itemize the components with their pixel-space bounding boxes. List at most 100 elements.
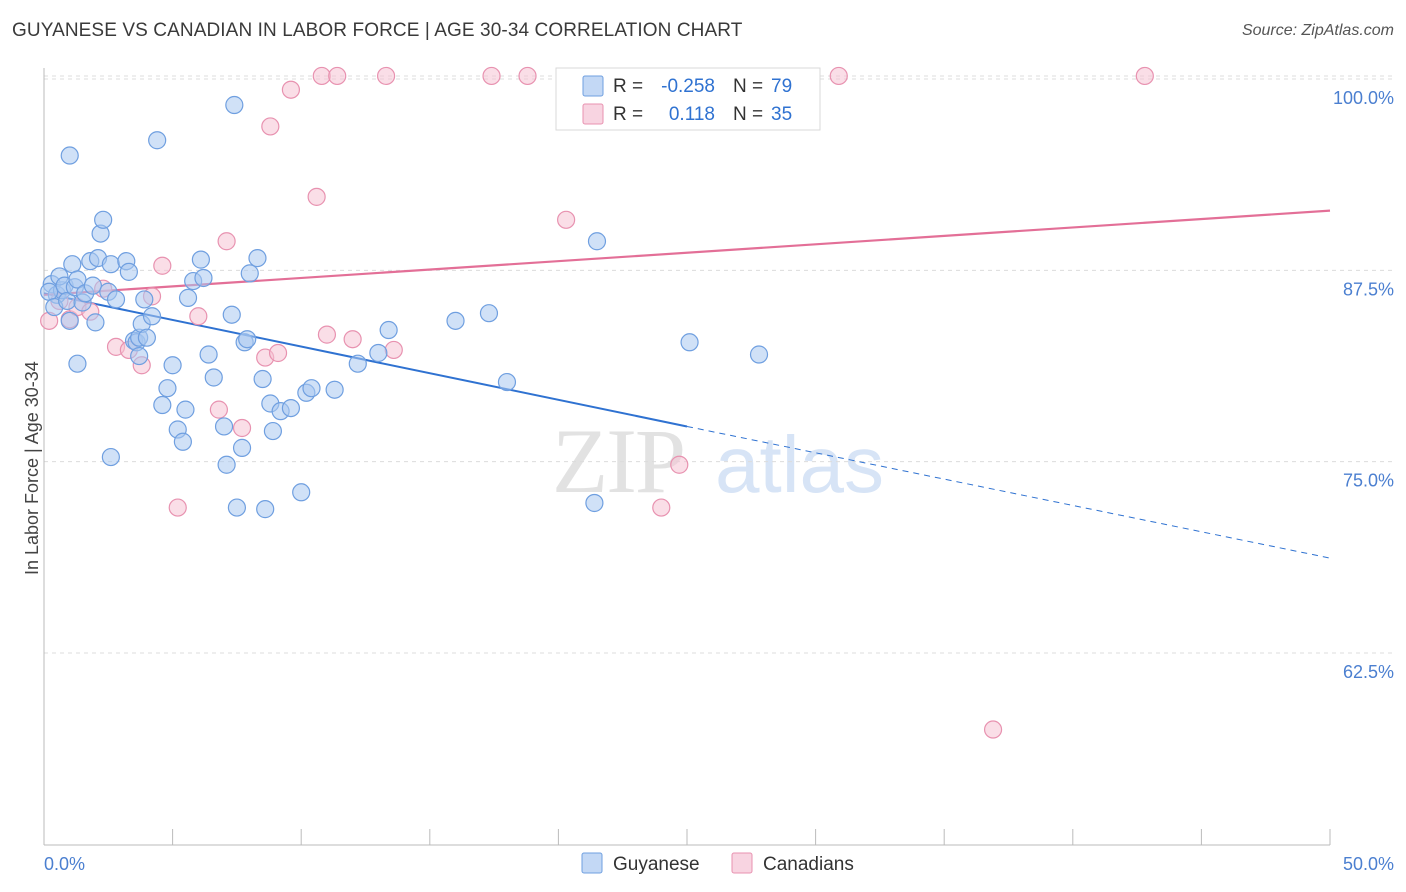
legend-r-value-1: -0.258: [661, 76, 715, 97]
legend-canadians-swatch: [582, 103, 604, 125]
guyanese-point-3: [40, 282, 59, 301]
x-tick-label-max: 50.0%: [1343, 854, 1394, 874]
y-tick-label-2: 87.5%: [1343, 279, 1394, 299]
guyanese-point-10: [63, 255, 82, 274]
bottom-legend-canadians-label: Canadians: [763, 854, 854, 875]
guyanese-point-33: [158, 379, 177, 398]
legend-r-label-1: R =: [613, 76, 643, 97]
canadians-point-19: [343, 330, 362, 349]
canadians-point-21: [261, 117, 280, 136]
guyanese-point-46: [222, 305, 241, 324]
canadians-point-34: [983, 720, 1003, 739]
canadians-trend-line: [43, 209, 1331, 296]
canadians-point-15: [232, 418, 252, 438]
guyanese-point-42: [199, 345, 218, 364]
canadians-point-32: [829, 66, 848, 86]
grid: [44, 75, 1395, 654]
canadians-point-14: [217, 232, 236, 251]
guyanese-point-29: [135, 290, 154, 309]
canadians-point-12: [189, 307, 208, 326]
canadians-point-18: [317, 325, 337, 344]
guyanese-point-22: [106, 290, 126, 309]
canadians-point-23: [307, 187, 326, 206]
guyanese-point-16: [86, 313, 105, 332]
watermark: ZIP: [552, 410, 684, 512]
guyanese-point-74: [130, 346, 149, 366]
watermark-atlas: atlas: [715, 420, 884, 509]
guyanese-point-40: [191, 250, 210, 269]
guyanese-point-41: [194, 268, 213, 288]
guyanese-point-48: [232, 438, 252, 457]
guyanese-point-51: [240, 264, 259, 283]
data-points: [40, 66, 1154, 739]
guyanese-point-19: [94, 210, 113, 229]
tick-labels: 62.5% 75.0% 87.5% 100.0% 0.0% 50.0%: [44, 88, 1394, 874]
canadians-point-17: [268, 343, 288, 363]
y-tick-label-3: 100.0%: [1333, 88, 1394, 108]
guyanese-point-73: [101, 447, 120, 467]
canadians-point-27: [482, 66, 501, 86]
canadians-point-29: [557, 210, 576, 229]
legend-r-label-2: R =: [613, 104, 643, 125]
canadians-point-30: [652, 498, 671, 517]
guyanese-point-24: [119, 262, 138, 281]
guyanese-point-50: [238, 330, 257, 349]
guyanese-point-68: [497, 372, 517, 392]
guyanese-point-30: [137, 328, 156, 347]
canadians-point-24: [312, 66, 331, 86]
x-tick-label-min: 0.0%: [44, 854, 85, 874]
canadians-point-10: [153, 256, 172, 275]
bottom-legend-canadians-swatch: [731, 852, 753, 874]
series-legend: Guyanese Canadians: [581, 852, 854, 875]
guyanese-point-59: [292, 483, 311, 502]
guyanese-point-53: [253, 369, 272, 389]
guyanese-point-65: [379, 320, 398, 340]
guyanese-point-36: [173, 432, 192, 451]
canadians-point-26: [376, 66, 396, 86]
guyanese-point-32: [153, 395, 172, 415]
legend-r-value-2: 0.118: [669, 104, 715, 125]
canadians-point-31: [670, 455, 689, 474]
guyanese-point-15: [83, 276, 102, 295]
guyanese-point-11: [68, 270, 87, 289]
guyanese-point-58: [281, 398, 301, 418]
guyanese-point-45: [217, 455, 236, 474]
canadians-point-25: [328, 66, 347, 86]
y-tick-label-1: 75.0%: [1343, 471, 1394, 491]
guyanese-point-61: [302, 379, 321, 398]
axes: [43, 68, 1331, 846]
guyanese-point-31: [142, 307, 162, 326]
guyanese-point-76: [225, 95, 244, 115]
legend-guyanese-swatch: [582, 75, 604, 97]
guyanese-point-64: [369, 343, 388, 363]
canadians-point-20: [384, 340, 403, 360]
guyanese-point-37: [176, 400, 195, 419]
canadians-point-28: [518, 66, 537, 86]
guyanese-point-56: [263, 421, 283, 441]
canadians-point-22: [281, 80, 301, 99]
guyanese-point-38: [178, 288, 198, 307]
guyanese-point-52: [248, 248, 267, 268]
guyanese-point-8: [60, 311, 79, 330]
bottom-legend-guyanese-label: Guyanese: [613, 854, 700, 875]
guyanese-point-69: [585, 493, 604, 513]
guyanese-point-54: [256, 500, 275, 519]
guyanese-point-75: [68, 354, 87, 373]
guyanese-point-77: [148, 131, 167, 150]
guyanese-point-67: [479, 304, 499, 323]
guyanese-point-21: [101, 255, 120, 274]
guyanese-point-34: [163, 356, 182, 375]
y-tick-label-0: 62.5%: [1343, 662, 1394, 682]
legend-n-value-2: 35: [771, 104, 792, 125]
legend-n-value-1: 79: [771, 76, 792, 97]
source-label: Source: ZipAtlas.com: [1241, 22, 1394, 39]
guyanese-point-72: [749, 345, 769, 364]
canadians-point-33: [1135, 66, 1154, 86]
canadians-point-11: [168, 498, 187, 517]
guyanese-point-70: [587, 232, 607, 251]
chart-title: GUYANESE VS CANADIAN IN LABOR FORCE | AG…: [12, 20, 743, 41]
guyanese-point-66: [446, 311, 465, 330]
guyanese-point-71: [680, 333, 699, 352]
guyanese-point-47: [227, 498, 246, 517]
